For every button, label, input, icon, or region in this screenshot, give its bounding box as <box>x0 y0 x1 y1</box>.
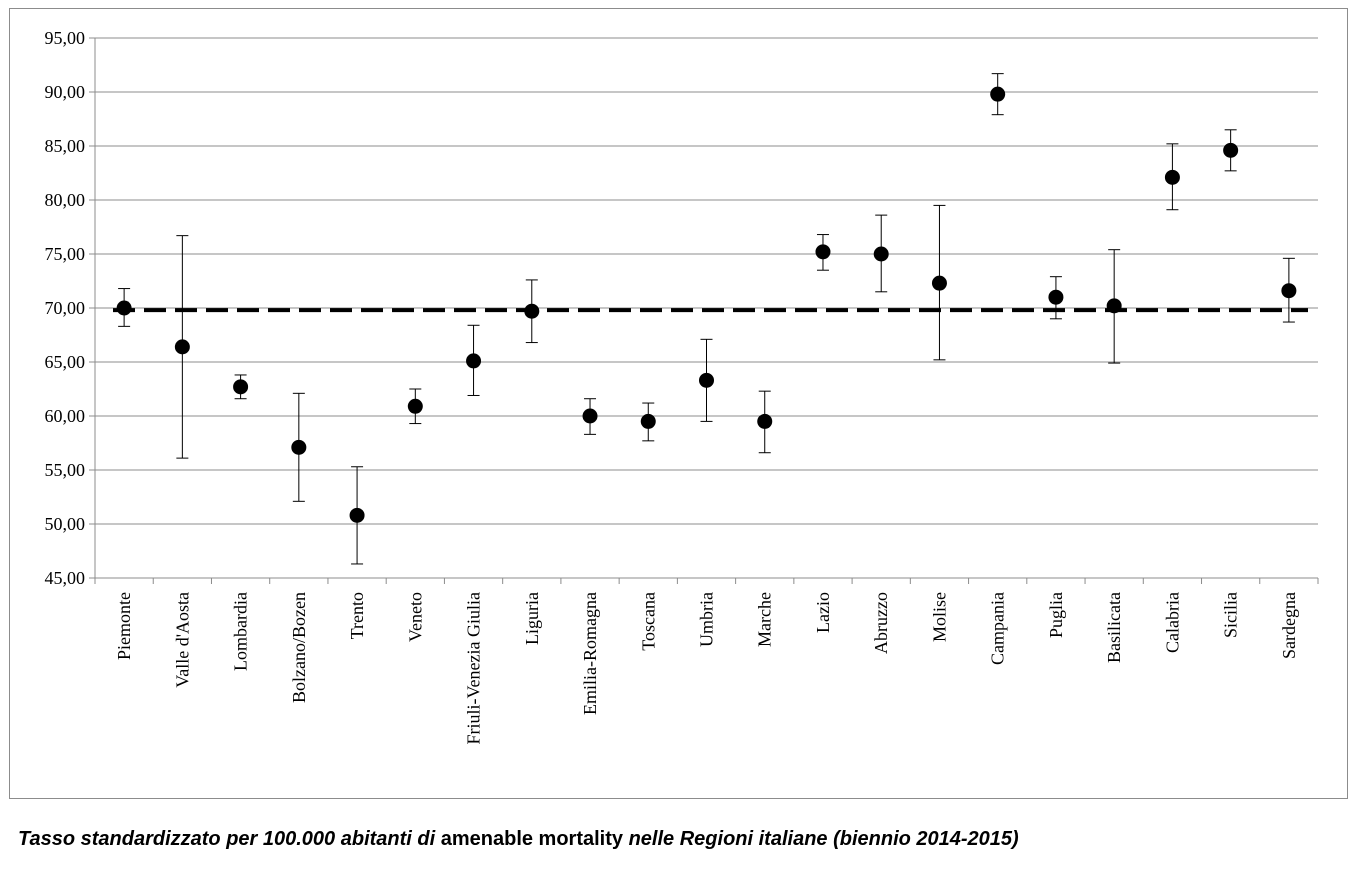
y-tick-label: 70,00 <box>45 298 86 318</box>
data-point <box>524 303 540 319</box>
chart-plot: 45,00 50,00 55,00 60,00 65,00 70,00 75,00 80,00… <box>45 28 1319 744</box>
y-tick-label: 90,00 <box>45 82 86 102</box>
data-point <box>1281 283 1297 299</box>
chart-caption: Tasso standardizzato per 100.000 abitant… <box>18 828 1019 851</box>
x-category-label: Piemonte <box>114 592 134 660</box>
data-point <box>291 439 307 455</box>
x-category-label: Umbria <box>697 592 717 647</box>
data-point <box>699 372 714 388</box>
y-tick-label: 80,00 <box>45 190 86 210</box>
y-tick-label: 50,00 <box>45 514 86 534</box>
x-category-label: Lazio <box>813 592 833 633</box>
y-tick-label: 60,00 <box>45 406 86 426</box>
x-category-label: Abruzzo <box>871 592 891 654</box>
data-point <box>1106 298 1122 314</box>
x-category-label: Friuli-Venezia Giulia <box>464 592 484 744</box>
data-point <box>582 408 598 424</box>
chart-area <box>9 8 1348 799</box>
x-category-label: Puglia <box>1046 592 1066 638</box>
data-point <box>1223 142 1239 158</box>
x-category-label: Sicilia <box>1221 592 1241 638</box>
data-point <box>990 86 1006 102</box>
y-tick-label: 55,00 <box>45 460 86 480</box>
y-tick-label: 85,00 <box>45 136 86 156</box>
y-tick-label: 65,00 <box>45 352 86 372</box>
caption-part-1: Tasso standardizzato per 100.000 abitant… <box>18 828 436 850</box>
data-point <box>233 379 249 395</box>
x-category-label: Lombardia <box>231 592 251 671</box>
data-point <box>466 353 482 369</box>
data-point <box>349 507 365 523</box>
data-point <box>116 300 132 316</box>
x-category-label: Sardegna <box>1279 592 1299 659</box>
x-category-label: Bolzano/Bozen <box>289 592 309 703</box>
x-category-label: Toscana <box>638 592 658 651</box>
x-category-label: Emilia-Romagna <box>580 592 600 715</box>
data-point <box>407 398 423 414</box>
y-tick-label: 45,00 <box>45 568 86 588</box>
data-point <box>815 244 831 260</box>
x-category-label: Calabria <box>1162 592 1182 653</box>
x-category-label: Trento <box>347 592 367 639</box>
x-category-label: Campania <box>988 592 1008 665</box>
x-category-label: Liguria <box>522 592 542 645</box>
x-category-label: Valle d'Aosta <box>172 592 192 688</box>
data-point <box>174 339 190 355</box>
x-category-label: Veneto <box>405 592 425 642</box>
caption-part-3: nelle Regioni italiane (biennio 2014-201… <box>628 828 1019 850</box>
data-point <box>757 413 773 429</box>
y-tick-label: 95,00 <box>45 28 86 48</box>
data-point <box>1164 169 1180 185</box>
caption-part-2: amenable mortality <box>440 828 624 850</box>
data-point <box>931 275 947 291</box>
y-tick-label: 75,00 <box>45 244 86 264</box>
x-category-label: Molise <box>929 592 949 642</box>
x-category-label: Marche <box>755 592 775 647</box>
data-point <box>640 413 656 429</box>
x-category-label: Basilicata <box>1104 592 1124 663</box>
data-point <box>1048 289 1064 305</box>
data-point <box>873 246 889 262</box>
